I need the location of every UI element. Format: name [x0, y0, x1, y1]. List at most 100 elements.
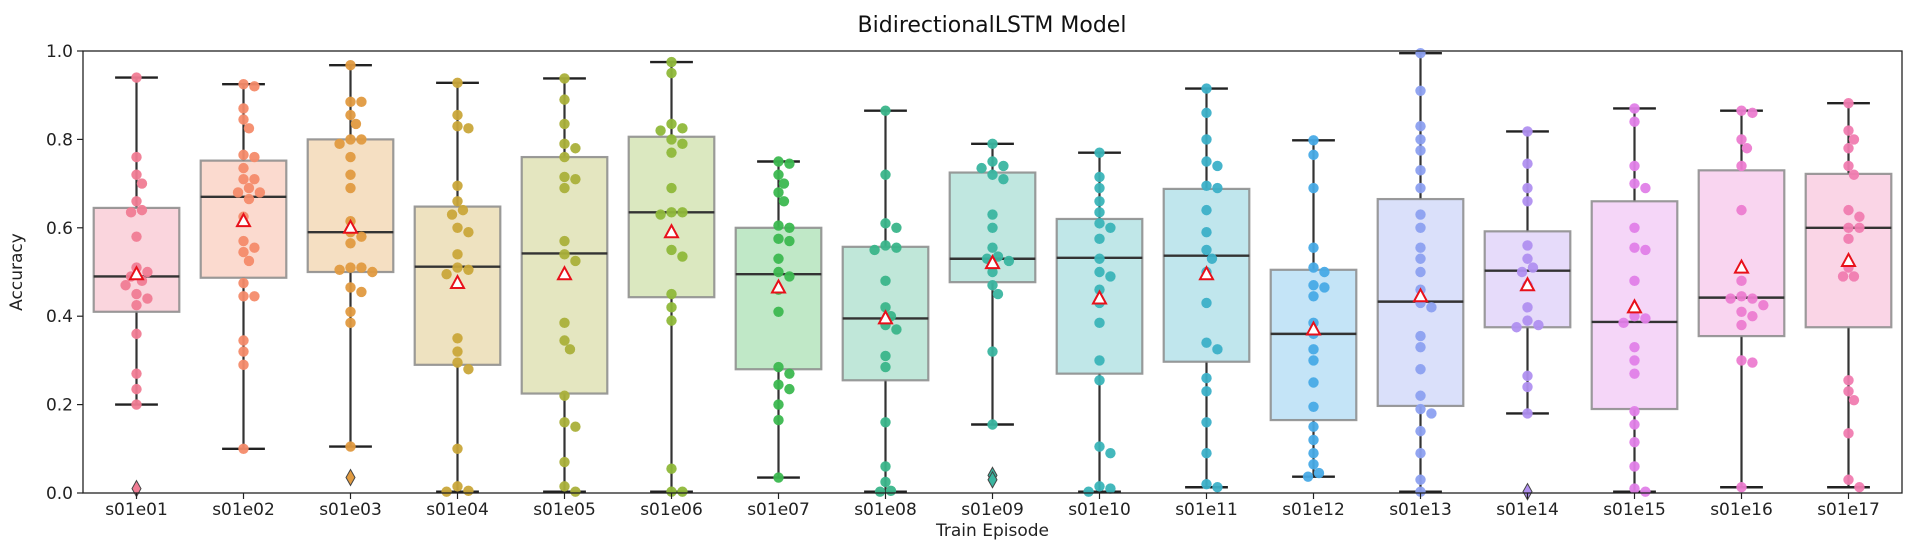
data-point [570, 143, 581, 154]
data-point [452, 333, 463, 344]
data-point [1212, 160, 1223, 172]
data-point [1854, 222, 1865, 233]
data-point [1843, 160, 1854, 172]
data-point [1629, 242, 1640, 253]
data-point [1415, 364, 1426, 375]
data-point [1083, 486, 1094, 497]
data-point [784, 222, 795, 233]
data-point [1308, 459, 1319, 470]
data-point [559, 118, 570, 130]
mean-marker [235, 212, 252, 228]
data-point [463, 364, 474, 375]
data-point [238, 335, 249, 346]
data-point [1212, 482, 1223, 493]
data-point [869, 244, 880, 256]
data-point [1308, 434, 1319, 446]
data-point [666, 118, 677, 130]
data-point [131, 196, 142, 207]
x-tick-label: s01e03 [319, 500, 382, 520]
data-point [1426, 302, 1437, 313]
data-point [452, 481, 463, 492]
data-point [1308, 242, 1319, 253]
data-point [1094, 207, 1105, 218]
data-point [1094, 253, 1105, 264]
data-point [1522, 381, 1533, 393]
data-point [666, 134, 677, 145]
data-point [1747, 293, 1758, 304]
mean-marker [1305, 320, 1322, 336]
box-s01e12 [1269, 135, 1358, 482]
data-point [125, 207, 137, 218]
data-point [1629, 406, 1640, 417]
data-point [998, 173, 1009, 185]
data-point [1105, 448, 1116, 459]
outlier-marker [987, 470, 998, 489]
box-s01e17 [1804, 97, 1893, 493]
data-point [1522, 315, 1533, 326]
data-point [1308, 280, 1319, 291]
data-point [1308, 291, 1319, 302]
data-point [1736, 306, 1747, 317]
data-point [666, 315, 677, 326]
boxes-layer [92, 48, 1893, 501]
data-point [880, 302, 891, 313]
chart-title: BidirectionalLSTM Model [858, 13, 1127, 38]
data-point [778, 196, 790, 207]
data-point [1629, 178, 1640, 189]
data-point [131, 328, 142, 340]
data-point [1308, 355, 1319, 366]
data-point [463, 227, 474, 238]
box-s01e02 [199, 78, 288, 454]
data-point [570, 486, 581, 497]
data-point [1843, 143, 1854, 154]
data-point [778, 178, 790, 189]
data-point [559, 171, 570, 183]
data-point [238, 246, 249, 258]
data-point [1415, 390, 1426, 401]
data-point [345, 96, 356, 108]
data-point [1415, 182, 1426, 194]
data-point [1308, 135, 1319, 146]
data-point [773, 169, 784, 180]
box-s01e10 [1055, 147, 1144, 497]
data-point [1415, 242, 1426, 253]
data-point [1415, 474, 1426, 485]
data-point [1201, 156, 1212, 167]
data-point [356, 262, 367, 273]
x-tick-label: s01e05 [533, 500, 596, 520]
data-point [441, 486, 452, 497]
data-point [559, 456, 570, 468]
x-tick-label: s01e07 [747, 500, 810, 520]
data-point [559, 73, 570, 84]
data-point [891, 242, 902, 253]
data-point [1843, 233, 1854, 245]
data-point [1725, 293, 1736, 304]
data-point [1736, 482, 1747, 493]
data-point [1201, 478, 1212, 490]
data-point [1843, 428, 1854, 439]
data-point [1522, 182, 1533, 194]
data-point [238, 162, 249, 174]
data-point [350, 118, 362, 130]
data-point [1736, 105, 1747, 116]
data-point [1848, 394, 1860, 406]
y-axis: 0.0 0.2 0.4 0.6 0.8 1.0 [46, 42, 83, 504]
data-point [1629, 311, 1640, 322]
box-iqr [734, 226, 823, 371]
data-point [1629, 103, 1640, 114]
x-axis: s01e01 s01e02 s01e03 s01e04 s01e05 s01e06 s01e… [105, 493, 1880, 520]
data-point [677, 207, 688, 218]
data-point [1843, 97, 1854, 109]
data-point [254, 187, 266, 198]
data-point [880, 218, 891, 229]
data-point [243, 255, 255, 267]
data-point [1308, 421, 1319, 432]
data-point [666, 56, 677, 68]
data-point [452, 120, 463, 132]
data-point [238, 103, 249, 114]
data-point [773, 472, 784, 483]
data-point [249, 173, 260, 185]
data-point [1629, 116, 1640, 127]
data-point [1308, 401, 1319, 413]
data-point [987, 242, 998, 253]
